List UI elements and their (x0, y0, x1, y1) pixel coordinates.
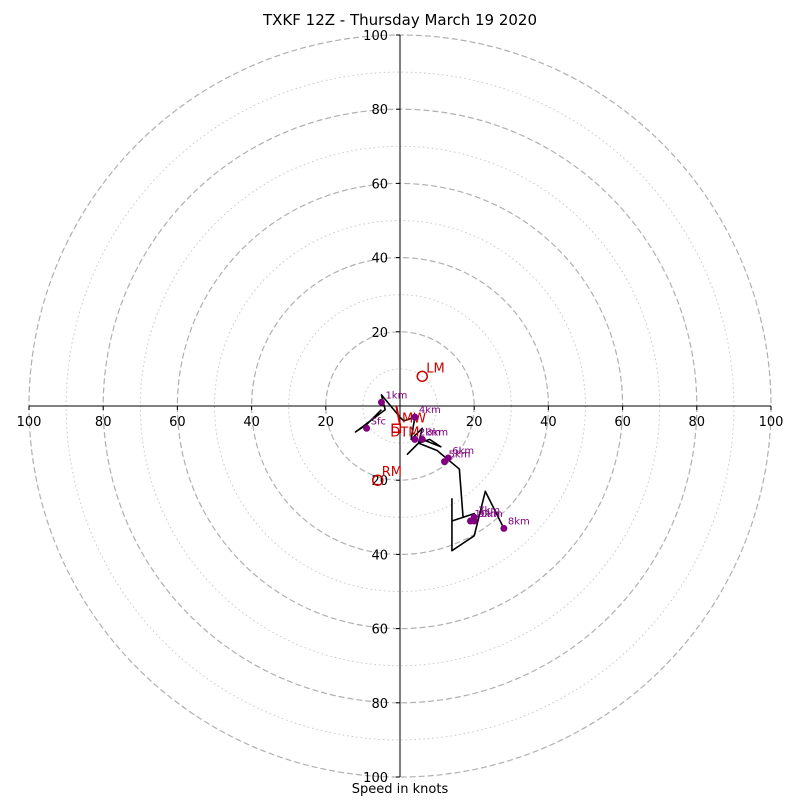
storm-motion-group: LMRMMWDTM (371, 361, 445, 486)
height-point (444, 454, 452, 462)
x-tick-label: 40 (540, 415, 557, 430)
height-point-label: 9km (478, 509, 500, 520)
y-tick-label: 60 (371, 623, 388, 638)
storm-motion-rm-marker (371, 474, 384, 486)
x-tick-label: 20 (466, 415, 483, 430)
height-point-label: 7km (478, 505, 500, 516)
x-tick-label: 20 (318, 415, 335, 430)
x-tick-label: 100 (17, 415, 42, 430)
x-tick-label: 60 (614, 415, 631, 430)
axes (28, 34, 772, 778)
height-point-label: 5km (449, 450, 471, 461)
storm-motion-lm-marker (416, 370, 429, 383)
height-point-label: 3km (426, 427, 448, 438)
y-tick-label: 100 (363, 29, 388, 44)
x-tick-label: 80 (95, 415, 112, 430)
height-point (418, 435, 426, 443)
height-point-label: 1km (385, 390, 407, 401)
storm-motion-dtm-label: DTM (390, 425, 419, 440)
height-point (411, 435, 419, 443)
y-tick-label: 100 (363, 771, 388, 786)
height-point (363, 424, 371, 432)
height-point (411, 413, 419, 421)
storm-motion-rm-label: RM (382, 465, 402, 480)
x-tick-label: 40 (243, 415, 260, 430)
height-point-label: Sfc (371, 416, 386, 427)
chart-title: TXKF 12Z - Thursday March 19 2020 (262, 11, 538, 29)
y-tick-label: 60 (371, 177, 388, 192)
y-tick-label: 20 (371, 326, 388, 341)
tick-labels: 100 80 60 40 20 20 40 60 80 100100806040202040608… (17, 29, 784, 786)
height-point-label: 8km (508, 516, 530, 527)
x-tick-label: 80 (689, 415, 706, 430)
height-point-label: 6km (452, 446, 474, 457)
storm-motion-lm-label: LM (426, 361, 444, 376)
y-tick-label: 80 (371, 697, 388, 712)
mean-wind-arrow (395, 405, 401, 425)
height-point (466, 517, 474, 525)
height-point (377, 398, 385, 406)
x-tick-label: 60 (169, 415, 186, 430)
y-tick-label: 40 (371, 548, 388, 563)
height-point-label: 10km (474, 509, 502, 520)
y-tick-label: 40 (371, 252, 388, 267)
x-axis-label: Speed in knots (351, 782, 449, 797)
height-point-label: 4km (419, 405, 441, 416)
storm-motion-dtm-marker (391, 423, 402, 434)
x-tick-label: 100 (759, 415, 784, 430)
height-point-label: 2km (419, 427, 441, 438)
height-point (500, 524, 508, 532)
y-tick-label: 80 (371, 103, 388, 118)
